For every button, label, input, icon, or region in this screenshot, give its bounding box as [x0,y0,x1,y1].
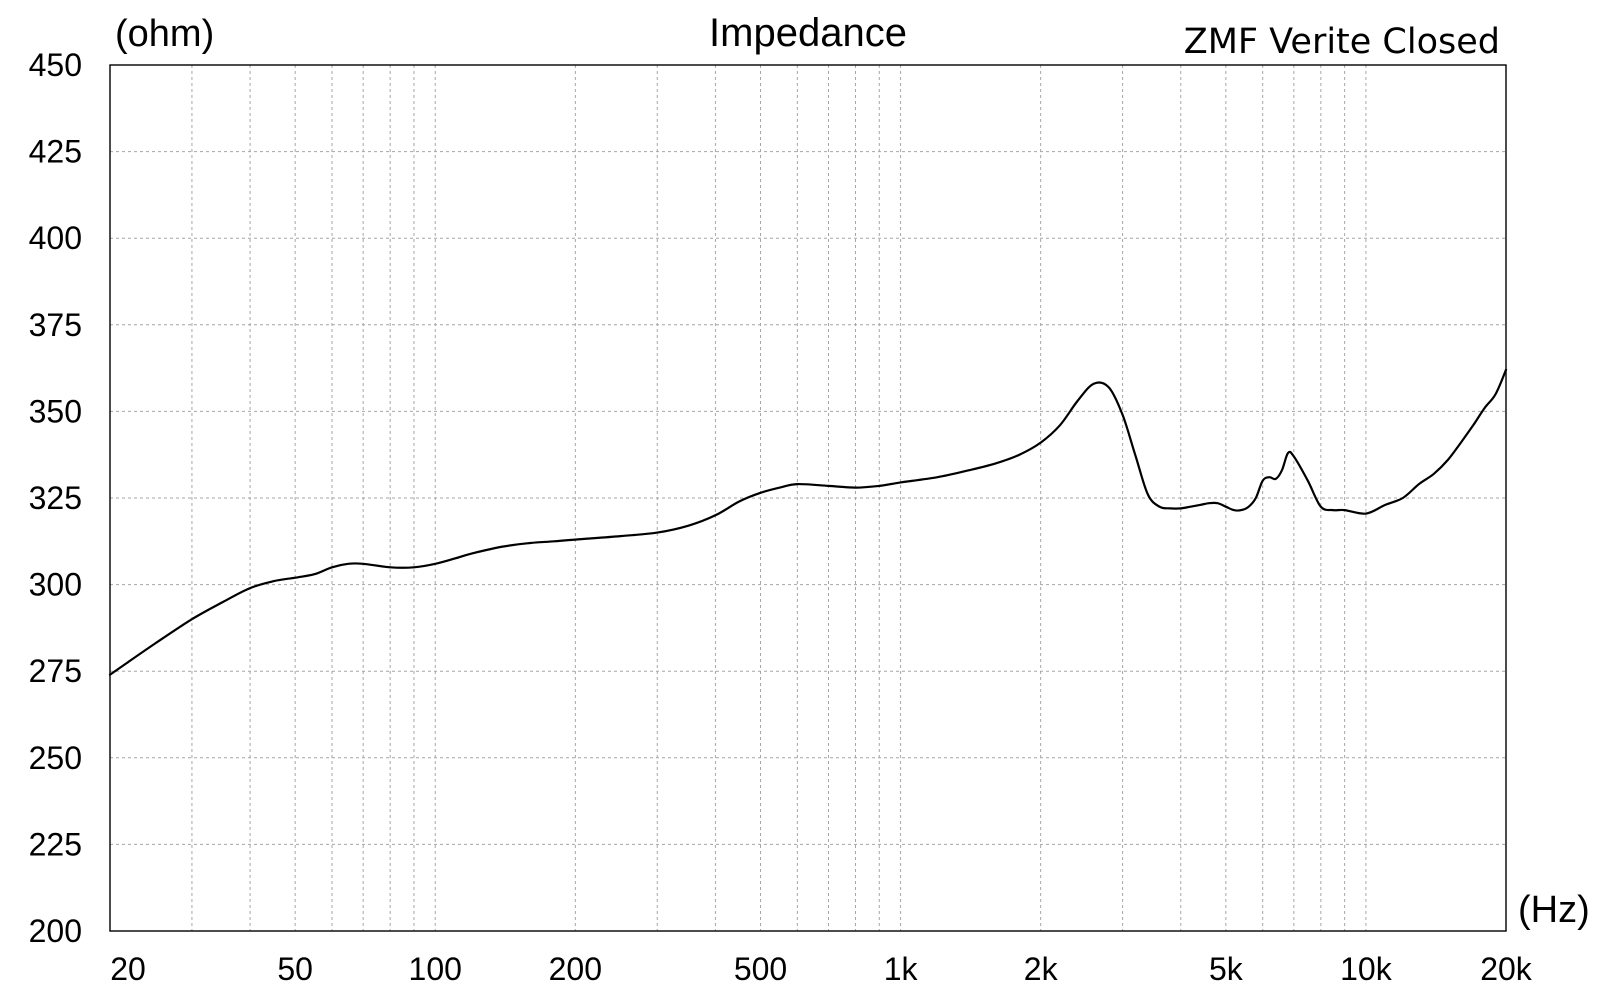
x-tick-label: 50 [277,951,313,987]
y-tick-label: 400 [29,220,82,256]
y-tick-label: 275 [29,653,82,689]
x-tick-label: 200 [549,951,602,987]
y-tick-label: 300 [29,567,82,603]
y-tick-label: 350 [29,393,82,429]
x-tick-label: 100 [409,951,462,987]
y-tick-label: 425 [29,134,82,170]
series-layer [108,368,1508,676]
x-tick-label: 500 [734,951,787,987]
y-axis-ticks: 200 225 250 275 300 325 350 375 400 425 450 [29,47,82,949]
chart-title: Impedance [709,11,907,55]
y-tick-label: 250 [29,740,82,776]
x-axis-ticks: 20 50 100 200 500 1k 2k 5k 10k 20k [110,951,1533,987]
x-tick-label: 5k [1209,951,1244,987]
y-axis-label: (ohm) [115,13,214,55]
y-tick-label: 325 [29,480,82,516]
grid-lines [110,65,1506,931]
x-tick-label: 20k [1480,951,1533,987]
chart-subtitle: ZMF Verite Closed [1184,22,1500,62]
y-tick-label: 375 [29,307,82,343]
impedance-curve [108,368,1508,676]
x-tick-label: 2k [1024,951,1059,987]
y-tick-label: 225 [29,826,82,862]
plot-frame [109,64,1507,932]
y-tick-label: 450 [29,47,82,83]
x-tick-label: 1k [884,951,919,987]
y-tick-label: 200 [29,913,82,949]
x-axis-label: (Hz) [1518,889,1590,931]
x-tick-label: 20 [110,951,146,987]
x-tick-label: 10k [1340,951,1393,987]
